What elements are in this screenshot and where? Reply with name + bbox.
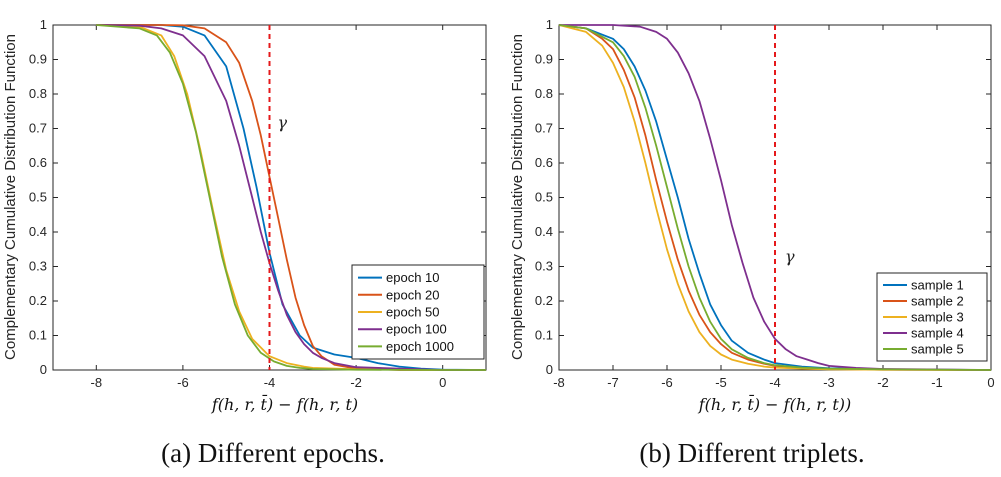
y-tick-label: 0 [40,362,47,377]
y-tick-label: 0.6 [29,155,47,170]
series-line-sample-4 [559,24,992,371]
y-tick-label: 0.5 [535,190,553,205]
legend-entry-label: epoch 1000 [386,339,454,354]
series-line-epoch-10 [96,24,487,371]
series-line-sample-3 [558,24,992,371]
legend-entry-label: epoch 50 [386,305,440,320]
legend-entry-label: epoch 20 [386,287,440,302]
y-tick-label: 0.1 [535,328,553,343]
x-tick-label: -6 [177,375,189,390]
y-tick-label: 0.8 [29,86,47,101]
chart-triplets: 0 0.1 0.2 0.3 0.4 0.5 0.6 0.7 0.8 0.9 1 -8 -7 -6 -5 -4 -… [509,17,995,468]
legend-entry-label: sample 2 [911,294,964,309]
legend-entry-label: sample 5 [911,342,964,357]
x-tick-label: -2 [877,375,889,390]
y-tick-label: 0.5 [29,190,47,205]
y-tick-label: 0.9 [29,52,47,67]
series-line-epoch-20 [96,24,486,371]
y-tick-label: 0.9 [535,52,553,67]
legend-entry-label: sample 3 [911,310,964,325]
x-tick-label: -7 [607,375,619,390]
caption: (a) Different epochs. [161,438,385,468]
y-tick-label: 0.7 [29,121,47,136]
y-tick-label: 0.1 [29,328,47,343]
x-tick-label: -6 [661,375,673,390]
legend-entry-label: sample 4 [911,326,964,341]
legend-entry-label: sample 1 [911,278,964,293]
series-line-epoch-1000 [96,24,486,371]
x-tick-label: -4 [264,375,276,390]
series-line-sample-5 [558,24,992,371]
legend-entry-label: epoch 10 [386,270,440,285]
x-tick-label: -3 [823,375,835,390]
y-tick-label: 0.8 [535,86,553,101]
y-tick-label: 0.4 [535,224,553,239]
series-line-sample-1 [558,24,992,371]
chart-epochs: 0 0.1 0.2 0.3 0.4 0.5 0.6 0.7 0.8 0.9 1 -8 -6 -4 -2 0 γ… [2,17,487,468]
x-axis-label: f(h, r, t̄) − f(h, r, t)) [698,393,852,414]
y-tick-label: 0.6 [535,155,553,170]
legend-entry-label: epoch 100 [386,322,447,337]
x-tick-label: -5 [715,375,727,390]
y-tick-label: 0.4 [29,224,47,239]
series-line-epoch-100 [96,24,486,371]
legend: epoch 10 epoch 20 epoch 50 epoch 100 epoch 1… [351,264,485,360]
y-tick-label: 1 [40,17,47,32]
x-tick-label: -1 [931,375,943,390]
y-axis-label: Complementary Cumulative Distribution Fu… [509,34,526,360]
y-tick-label: 0.3 [29,259,47,274]
x-tick-label: -4 [769,375,781,390]
x-tick-label: -2 [350,375,362,390]
y-tick-label: 0.7 [535,121,553,136]
y-tick-label: 0.2 [535,293,553,308]
x-tick-label: -8 [91,375,103,390]
y-axis-label: Complementary Cumulative Distribution Fu… [2,34,19,360]
gamma-label: γ [278,113,288,132]
y-tick-label: 1 [546,17,553,32]
x-axis-label: f(h, r, t̄) − f(h, r, t) [211,393,358,414]
y-tick-label: 0 [546,362,553,377]
y-tick-label: 0.3 [535,259,553,274]
gamma-label: γ [785,247,795,266]
caption: (b) Different triplets. [639,438,864,468]
y-tick-label: 0.2 [29,293,47,308]
x-tick-label: 0 [987,375,994,390]
x-tick-label: -8 [553,375,565,390]
x-tick-label: 0 [439,375,446,390]
